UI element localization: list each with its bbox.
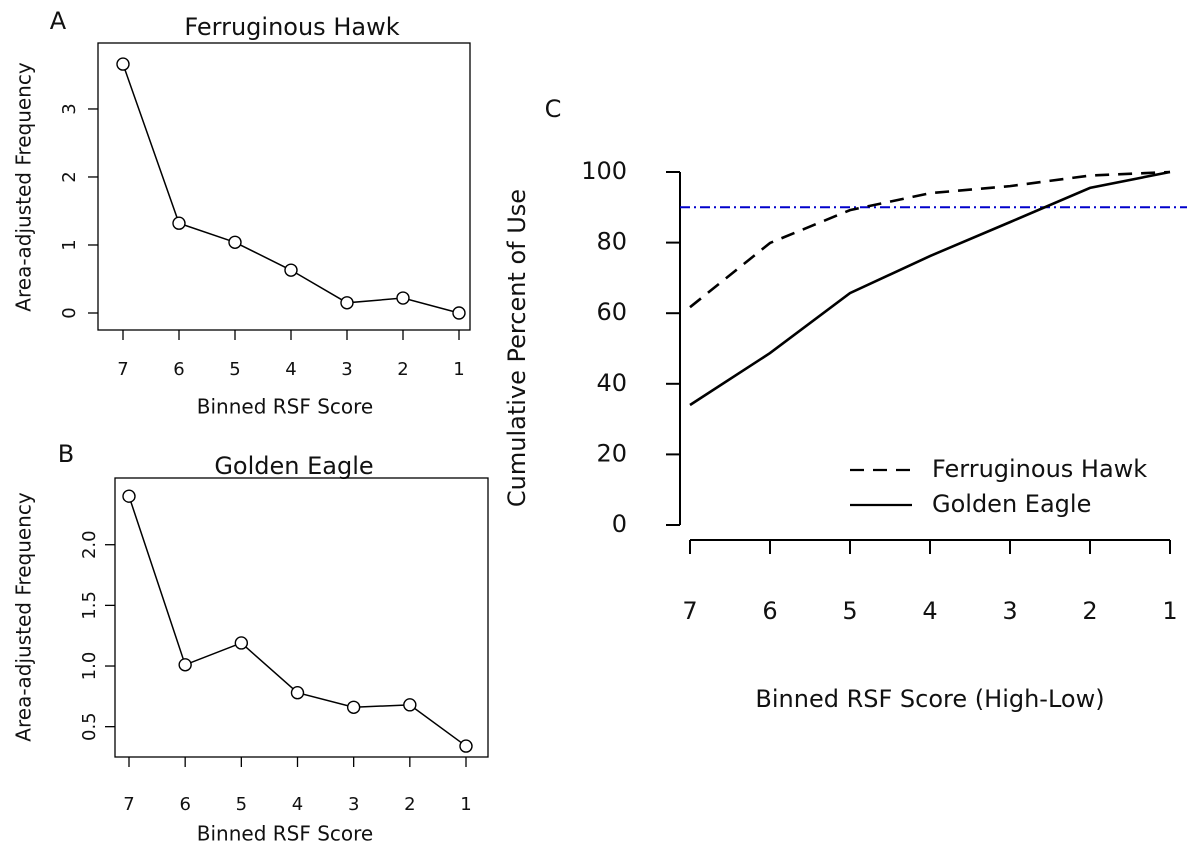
panel-label: B (58, 440, 74, 468)
y-tick-label: 1.0 (79, 652, 100, 681)
data-line (689, 170, 1171, 407)
x-tick-label: 3 (341, 359, 352, 380)
x-tick-label: 7 (682, 597, 697, 625)
data-point (459, 739, 473, 753)
data-point (396, 291, 410, 305)
y-tick-label: 0.5 (79, 712, 100, 741)
data-point (122, 489, 136, 503)
data-point (116, 57, 130, 71)
data-line (128, 495, 467, 747)
x-tick-label: 1 (1162, 597, 1177, 625)
x-tick-label: 2 (397, 359, 408, 380)
data-point (172, 216, 186, 230)
x-axis-label: Binned RSF Score (High-Low) (755, 685, 1104, 713)
data-point (178, 658, 192, 672)
x-axis-label: Binned RSF Score (197, 395, 373, 419)
y-axis-label: Cumulative Percent of Use (503, 189, 531, 507)
y-tick-label: 1.5 (79, 591, 100, 620)
y-tick-label: 100 (581, 157, 627, 185)
x-tick-label: 4 (922, 597, 937, 625)
x-tick-label: 6 (179, 794, 190, 815)
data-point (452, 306, 466, 320)
panel-label: C (545, 95, 562, 123)
y-tick-label: 1 (59, 239, 80, 250)
data-point (403, 698, 417, 712)
x-tick-label: 3 (348, 794, 359, 815)
x-tick-label: 1 (453, 359, 464, 380)
x-tick-label: 1 (460, 794, 471, 815)
x-tick-label: 5 (229, 359, 240, 380)
x-tick-label: 7 (117, 359, 128, 380)
x-tick-label: 3 (1002, 597, 1017, 625)
data-point (340, 296, 354, 310)
data-point (284, 263, 298, 277)
y-tick-label: 2.0 (79, 530, 100, 559)
x-tick-label: 2 (1082, 597, 1097, 625)
data-point (290, 686, 305, 700)
chart-title: Ferruginous Hawk (184, 13, 399, 41)
y-tick-label: 0 (59, 307, 80, 318)
panel-label: A (50, 7, 67, 35)
legend-label: Ferruginous Hawk (932, 455, 1147, 483)
y-axis-label: Area-adjusted Frequency (12, 62, 36, 312)
x-tick-label: 5 (842, 597, 857, 625)
x-tick-label: 4 (285, 359, 296, 380)
legend-label: Golden Eagle (932, 490, 1091, 518)
y-tick-label: 20 (596, 439, 627, 467)
data-line (689, 170, 1171, 309)
y-tick-label: 40 (596, 369, 627, 397)
x-tick-label: 6 (173, 359, 184, 380)
data-point (234, 636, 249, 650)
y-tick-label: 3 (59, 103, 80, 114)
x-axis-label: Binned RSF Score (197, 822, 373, 846)
chart-title: Golden Eagle (214, 452, 373, 480)
x-tick-label: 5 (236, 794, 247, 815)
x-tick-label: 2 (404, 794, 415, 815)
y-tick-label: 2 (59, 171, 80, 182)
y-tick-label: 0 (612, 510, 627, 538)
data-point (346, 700, 361, 714)
plot-frame (97, 42, 471, 331)
plot-frame (114, 477, 489, 758)
x-tick-label: 6 (762, 597, 777, 625)
data-point (228, 235, 242, 249)
x-tick-label: 7 (123, 794, 134, 815)
y-axis-label: Area-adjusted Frequency (12, 492, 36, 742)
x-tick-label: 4 (292, 794, 303, 815)
y-tick-label: 80 (596, 228, 627, 256)
y-tick-label: 60 (596, 298, 627, 326)
